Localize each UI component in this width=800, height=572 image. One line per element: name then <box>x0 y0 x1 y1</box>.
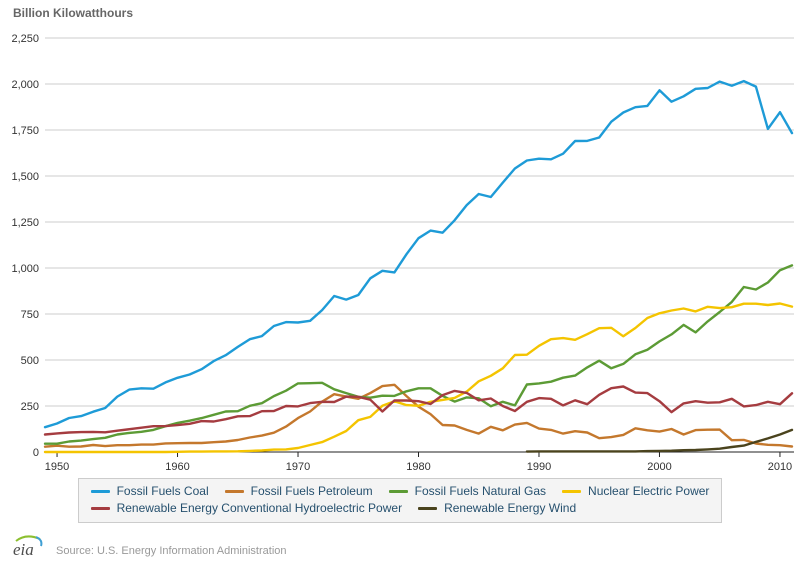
series-line-renewable-energy-conventional-hydroelectric-power <box>43 385 794 436</box>
legend-row: Fossil Fuels Coal Fossil Fuels Petroleum F… <box>90 483 709 500</box>
legend-label: Nuclear Electric Power <box>588 484 710 498</box>
series-line-fossil-fuels-coal <box>43 79 794 429</box>
legend-item-renewable-energy-wind: Renewable Energy Wind <box>418 500 576 517</box>
legend-item-fossil-fuels-natural-gas: Fossil Fuels Natural Gas <box>388 483 547 500</box>
y-tick-label: 1,250 <box>11 217 39 229</box>
x-tick-label: 1990 <box>527 461 551 473</box>
series-line-renewable-energy-wind <box>525 428 794 453</box>
source-text: Source: U.S. Energy Information Administ… <box>56 545 287 557</box>
footer: eia Source: U.S. Energy Information Admi… <box>10 534 287 560</box>
legend-item-nuclear-electric-power: Nuclear Electric Power <box>562 483 709 500</box>
y-tick-label: 2,250 <box>11 33 39 45</box>
x-tick-label: 2010 <box>768 461 792 473</box>
legend-swatch <box>90 490 110 493</box>
legend-swatch <box>388 490 408 493</box>
y-tick-label: 1,750 <box>11 125 39 137</box>
x-tick-label: 1960 <box>165 461 189 473</box>
legend-label: Renewable Energy Conventional Hydroelect… <box>116 501 403 515</box>
series-line-nuclear-electric-power <box>43 302 794 454</box>
legend-label: Renewable Energy Wind <box>444 501 577 515</box>
x-tick-label: 2000 <box>647 461 671 473</box>
y-tick-label: 1,000 <box>11 263 39 275</box>
y-tick-label: 500 <box>21 355 39 367</box>
y-tick-label: 750 <box>21 309 39 321</box>
legend-swatch <box>90 507 110 510</box>
legend-box: Fossil Fuels Coal Fossil Fuels Petroleum F… <box>77 478 723 523</box>
series-line-fossil-fuels-petroleum <box>43 383 794 448</box>
y-tick-label: 250 <box>21 401 39 413</box>
y-tick-label: 0 <box>33 447 39 459</box>
line-chart: 0 250 500 750 1,000 1,250 1,500 1,750 2,000 2,250… <box>11 33 794 473</box>
y-tick-label: 1,500 <box>11 171 39 183</box>
legend: Fossil Fuels Coal Fossil Fuels Petroleum F… <box>0 478 800 523</box>
chart-title: Billion Kilowatthours <box>13 6 133 20</box>
legend-label: Fossil Fuels Petroleum <box>250 484 373 498</box>
legend-item-fossil-fuels-petroleum: Fossil Fuels Petroleum <box>224 483 373 500</box>
x-tick-label: 1970 <box>286 461 310 473</box>
legend-item-fossil-fuels-coal: Fossil Fuels Coal <box>90 483 209 500</box>
x-tick-label: 1980 <box>406 461 430 473</box>
logo-text: eia <box>13 540 34 559</box>
legend-label: Fossil Fuels Natural Gas <box>414 484 547 498</box>
legend-row: Renewable Energy Conventional Hydroelect… <box>90 500 710 517</box>
logo-blue-arc <box>35 536 43 547</box>
legend-swatch <box>562 490 582 493</box>
legend-item-renewable-energy-conventional-hydroelectric-power: Renewable Energy Conventional Hydroelect… <box>90 500 403 517</box>
legend-swatch <box>418 507 438 510</box>
series-line-fossil-fuels-natural-gas <box>43 264 794 445</box>
eia-logo: eia <box>13 535 43 559</box>
y-tick-label: 2,000 <box>11 79 39 91</box>
legend-swatch <box>224 490 244 493</box>
legend-label: Fossil Fuels Coal <box>116 484 209 498</box>
x-tick-label: 1950 <box>45 461 69 473</box>
